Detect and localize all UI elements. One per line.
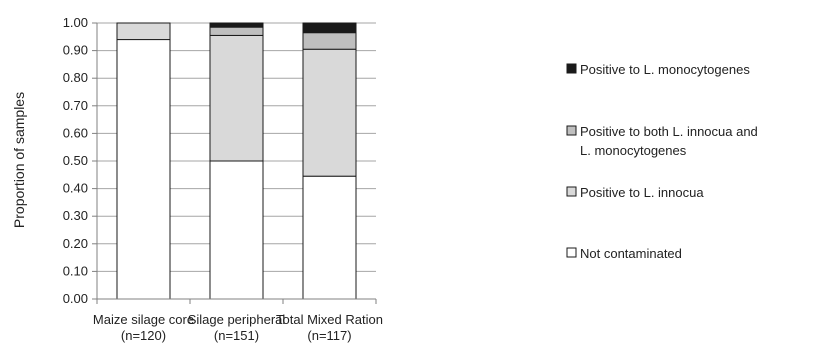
x-category-labels: Maize silage core(n=120) Silage periphera… [93,312,383,343]
bar-segment [209,26,264,36]
x-category-label: (n=117) [307,328,351,343]
legend-label: Positive to L. monocytogenes [580,62,750,77]
legend-label: Not contaminated [580,246,682,261]
x-category-label: Maize silage core [93,312,194,327]
bar-segment [302,22,357,34]
y-tick-label: 0.50 [63,153,88,168]
y-tick-label: 0.40 [63,181,88,196]
legend-swatch [566,63,577,74]
y-tick-label: 0.60 [63,125,88,140]
y-tick-label: 0.80 [63,70,88,85]
bar-segment [302,32,357,50]
y-tick-label: 0.10 [63,263,88,278]
y-axis-label: Proportion of samples [11,92,27,228]
x-category-label: (n=151) [214,328,259,343]
x-category-label: (n=120) [121,328,166,343]
y-tick-label: 0.70 [63,98,88,113]
axes [92,22,377,304]
y-tick-label: 0.30 [63,208,88,223]
y-tick-label: 0.90 [63,43,88,58]
bar-segment [209,160,264,300]
bar-segment [209,34,264,162]
bar-segment [116,22,171,41]
y-tick-label: 0.00 [63,291,88,306]
legend-label: L. monocytogenes [580,143,687,158]
y-tick-label: 1.00 [63,15,88,30]
y-tick-labels: 0.00 0.10 0.20 0.30 0.40 0.50 0.60 0.70 0.80 0.90… [63,15,88,306]
legend-label: Positive to L. innocua [580,185,704,200]
bars [116,22,357,300]
legend: Positive to L. monocytogenes Positive to … [566,62,758,261]
bar-segment [302,175,357,300]
legend-swatch [566,125,577,136]
y-tick-label: 0.20 [63,236,88,251]
bar-segment [302,48,357,177]
legend-swatch [566,247,577,258]
legend-swatch [566,186,577,197]
x-category-label: Silage peripheral [188,312,286,327]
bar-segment [209,22,264,28]
x-category-label: Total Mixed Ration [276,312,383,327]
bar-segment [116,39,171,300]
legend-label: Positive to both L. innocua and [580,124,758,139]
